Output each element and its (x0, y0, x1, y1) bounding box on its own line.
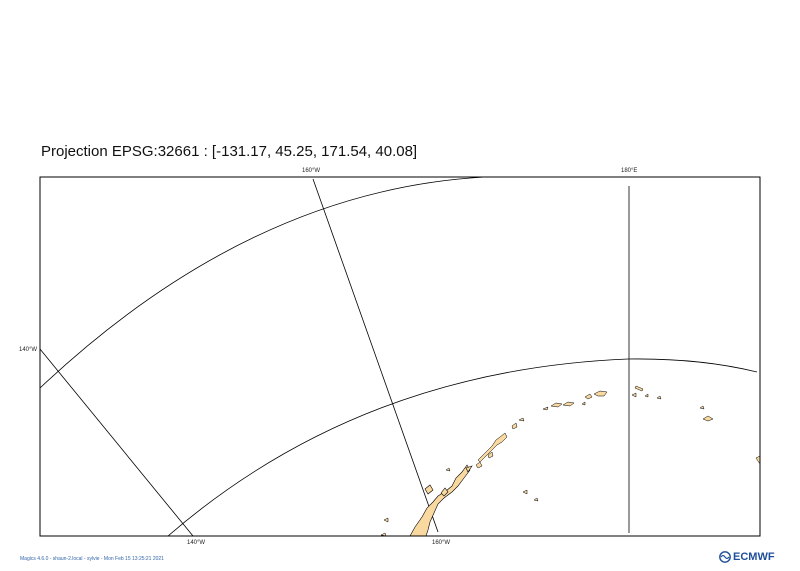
meridian-140w (40, 348, 194, 536)
land-aleutian-islands (380, 385, 760, 536)
map-content (40, 177, 760, 536)
ecmwf-logo: ECMWF (719, 551, 775, 563)
map-frame (39, 176, 761, 537)
latitude-line-upper (40, 177, 486, 389)
grid-label-left-140w: 140°W (19, 347, 38, 353)
ecmwf-logo-icon (719, 551, 731, 563)
grid-label-top-160w: 160°W (302, 168, 321, 174)
land-alaska-peninsula (409, 464, 473, 536)
latitude-line-lower (167, 358, 758, 536)
grid-label-bottom-140w: 140°W (187, 540, 206, 546)
meridian-160w (312, 178, 439, 533)
map-title: Projection EPSG:32661 : [-131.17, 45.25,… (41, 143, 418, 160)
ecmwf-logo-text: ECMWF (733, 551, 775, 563)
grid-label-top-180e: 180°E (621, 168, 638, 174)
footer-info: Magics 4.6.0 - shaun-2.local - sylvie - … (20, 556, 164, 562)
grid-label-bottom-160w: 160°W (432, 540, 451, 546)
